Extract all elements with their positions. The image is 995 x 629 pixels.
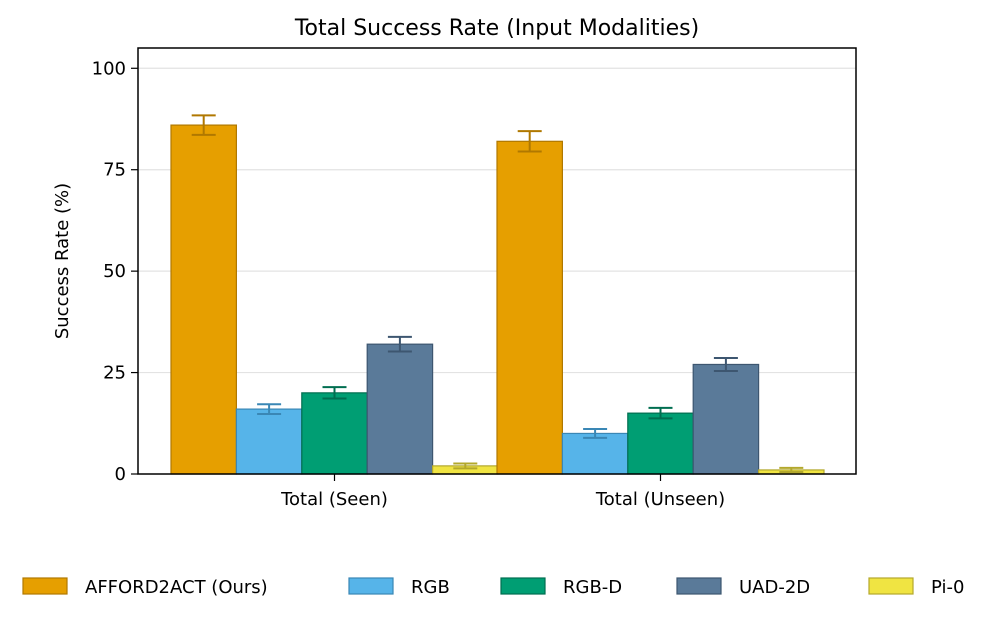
chart-title: Total Success Rate (Input Modalities) (294, 16, 699, 41)
y-axis-ticks: 0 25 50 75 100 (92, 58, 138, 485)
bar (627, 412, 694, 475)
y-tick-label: 25 (103, 363, 126, 384)
y-tick-label: 75 (103, 160, 126, 181)
legend-swatch (676, 577, 722, 595)
bar (366, 343, 434, 475)
y-tick-label: 50 (103, 261, 126, 282)
bar (496, 140, 564, 475)
y-tick-label: 100 (92, 58, 126, 79)
legend-label: UAD-2D (739, 577, 810, 598)
bar (561, 432, 629, 475)
x-tick-label: Total (Seen) (280, 489, 388, 510)
bars (170, 124, 825, 475)
legend-label: RGB (411, 577, 450, 598)
bar (235, 408, 303, 475)
error-bars (191, 114, 804, 473)
legend-swatch (22, 577, 68, 595)
bar (692, 363, 760, 475)
bar (170, 124, 238, 475)
x-axis-ticks: Total (Seen) Total (Unseen) (280, 474, 725, 510)
legend-swatch (348, 577, 394, 595)
legend-swatch (500, 577, 546, 595)
legend-swatch (868, 577, 914, 595)
bar (301, 392, 368, 475)
y-tick-label: 0 (115, 464, 126, 485)
x-tick-label: Total (Unseen) (595, 489, 725, 510)
legend-label: AFFORD2ACT (Ours) (85, 577, 268, 598)
legend: AFFORD2ACT (Ours) RGB RGB-D UAD-2D Pi-0 (22, 577, 964, 598)
legend-label: RGB-D (563, 577, 622, 598)
y-axis-label: Success Rate (%) (52, 183, 73, 339)
legend-label: Pi-0 (931, 577, 964, 598)
plot-frame (137, 47, 857, 475)
